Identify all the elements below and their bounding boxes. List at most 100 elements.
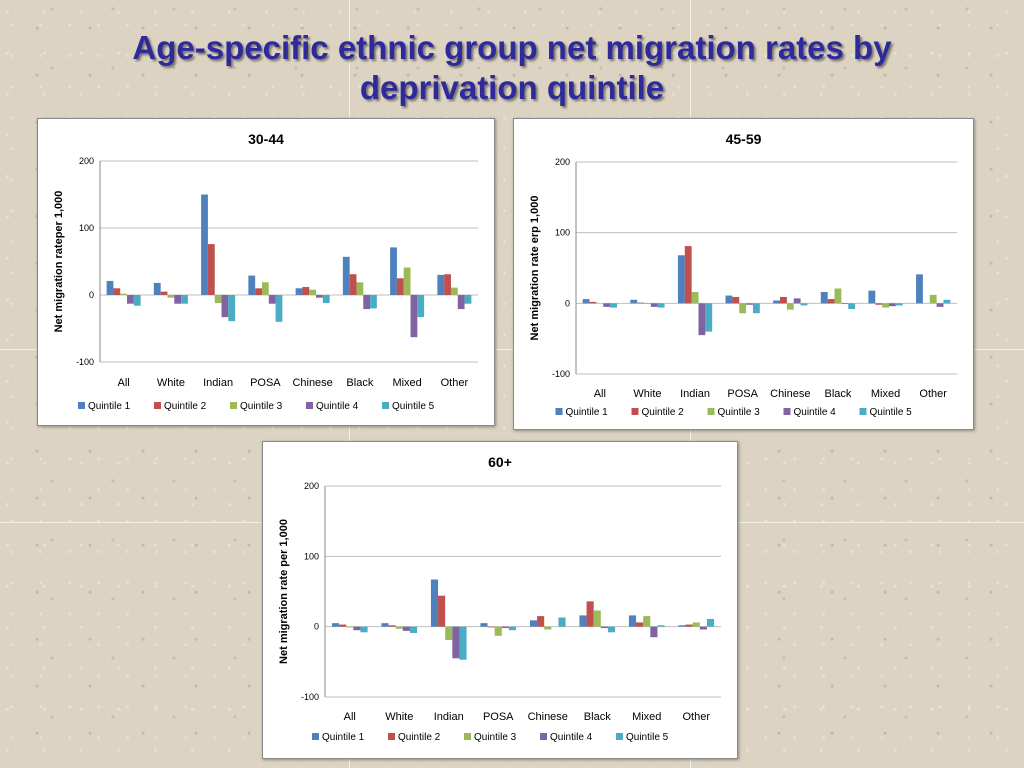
- bar-posa-q4: [268, 295, 276, 304]
- y-axis-label: Net migration rate per 1,000: [278, 519, 290, 664]
- bar-white-q3: [167, 295, 175, 298]
- bar-chinese-q3: [544, 626, 552, 630]
- bar-other-q3: [692, 622, 700, 627]
- bar-white-q2: [637, 302, 645, 304]
- bar-indian-q1: [430, 579, 439, 627]
- x-category-label: All: [344, 711, 356, 723]
- legend-label: Quintile 1: [566, 407, 609, 418]
- bar-mixed-q3: [643, 616, 651, 627]
- legend-swatch: [464, 733, 471, 740]
- legend-label: Quintile 1: [88, 401, 131, 412]
- bar-all-q1: [331, 623, 340, 627]
- bar-mixed-q5: [895, 303, 903, 306]
- bar-all-q5: [610, 303, 617, 308]
- x-category-label: Mixed: [871, 388, 900, 400]
- bar-indian-q5: [459, 626, 467, 660]
- bar-posa-q2: [487, 626, 495, 628]
- bar-chinese-q5: [800, 303, 808, 306]
- bar-black-q1: [342, 256, 350, 295]
- bar-other-q4: [457, 295, 465, 310]
- bar-indian-q5: [705, 303, 713, 332]
- legend-label: Quintile 2: [642, 407, 685, 418]
- legend-swatch: [388, 733, 395, 740]
- bar-white-q1: [630, 299, 638, 304]
- bar-other-q1: [916, 274, 923, 304]
- bar-chinese-q1: [295, 288, 303, 295]
- bar-black-q4: [841, 303, 849, 305]
- x-category-label: Indian: [434, 711, 464, 723]
- legend-swatch: [306, 402, 313, 409]
- bar-posa-q2: [732, 296, 740, 304]
- bar-all-q4: [127, 295, 134, 304]
- legend-label: Quintile 2: [398, 732, 441, 743]
- bar-posa-q2: [255, 288, 262, 295]
- bar-white-q2: [388, 625, 396, 627]
- bar-black-q3: [593, 610, 601, 627]
- bar-white-q4: [174, 295, 182, 304]
- bar-white-q2: [160, 291, 168, 295]
- legend-label: Quintile 3: [474, 732, 517, 743]
- bar-all-q2: [339, 624, 347, 627]
- x-category-label: Indian: [680, 388, 710, 400]
- bar-other-q3: [450, 287, 458, 295]
- bar-indian-q4: [698, 303, 706, 336]
- chart-svg: 30-44 -100 0 100 200 Net migration rateper 1,…: [53, 131, 478, 412]
- x-category-label: POSA: [727, 388, 758, 400]
- bar-chinese-q2: [537, 616, 545, 627]
- bar-black-q2: [827, 299, 835, 304]
- x-category-label: White: [633, 388, 661, 400]
- bar-indian-q2: [438, 595, 446, 627]
- bar-indian-q4: [221, 295, 229, 318]
- legend-swatch: [555, 408, 563, 415]
- bar-posa-q3: [494, 626, 502, 636]
- bar-posa-q1: [480, 623, 488, 627]
- bar-all-q1: [106, 280, 114, 295]
- slide-title-line-2: deprivation quintile: [359, 69, 665, 106]
- bar-other-q5: [464, 295, 472, 304]
- bar-chinese-q2: [302, 286, 310, 295]
- bar-indian-q2: [684, 246, 692, 304]
- bar-black-q5: [607, 626, 616, 633]
- y-axis-label: Net migration rate erp 1,000: [529, 196, 541, 341]
- bar-chinese-q5: [558, 617, 566, 627]
- bar-all-q3: [346, 626, 354, 628]
- chart-30-44: 30-44 -100 0 100 200 Net migration rateper 1,…: [37, 118, 495, 426]
- bar-indian-q4: [452, 626, 460, 659]
- legend-label: Quintile 3: [718, 407, 761, 418]
- bar-black-q3: [356, 282, 364, 295]
- bar-posa-q4: [501, 626, 509, 629]
- x-category-label: White: [157, 377, 185, 389]
- chart-svg: 60+ -100 0 100 200 Net migration rate per 1,0…: [278, 454, 721, 743]
- legend-swatch: [616, 733, 623, 740]
- legend-label: Quintile 5: [870, 407, 913, 418]
- legend-label: Quintile 5: [626, 732, 669, 743]
- bar-all-q5: [360, 626, 368, 633]
- y-tick-label: -100: [301, 692, 319, 702]
- bar-other-q1: [437, 274, 445, 295]
- bar-mixed-q5: [417, 295, 425, 318]
- x-category-label: Chinese: [528, 711, 568, 723]
- x-category-label: All: [594, 388, 606, 400]
- bar-mixed-q4: [650, 626, 658, 638]
- bar-all-q3: [120, 293, 128, 295]
- bar-indian-q5: [228, 295, 236, 322]
- chart-title: 45-59: [726, 131, 762, 147]
- x-category-label: Chinese: [770, 388, 810, 400]
- legend-label: Quintile 2: [164, 401, 207, 412]
- y-tick-label: -100: [552, 369, 570, 379]
- bar-white-q3: [644, 303, 651, 305]
- chart-svg: 45-59 -100 0 100 200 Net migration rate erp 1…: [529, 131, 957, 418]
- legend-swatch: [707, 408, 715, 415]
- bar-chinese-q5: [322, 295, 330, 304]
- y-axis-label: Net migration rateper 1,000: [53, 191, 65, 333]
- bar-posa-q1: [725, 295, 733, 304]
- x-category-label: POSA: [250, 377, 281, 389]
- bar-indian-q3: [445, 626, 453, 641]
- legend-swatch: [540, 733, 547, 740]
- bar-posa-q1: [248, 275, 256, 295]
- legend-label: Quintile 3: [240, 401, 283, 412]
- bar-all-q4: [603, 303, 611, 307]
- x-category-label: Indian: [203, 377, 233, 389]
- bar-all-q2: [113, 288, 121, 295]
- bar-posa-q3: [261, 282, 269, 295]
